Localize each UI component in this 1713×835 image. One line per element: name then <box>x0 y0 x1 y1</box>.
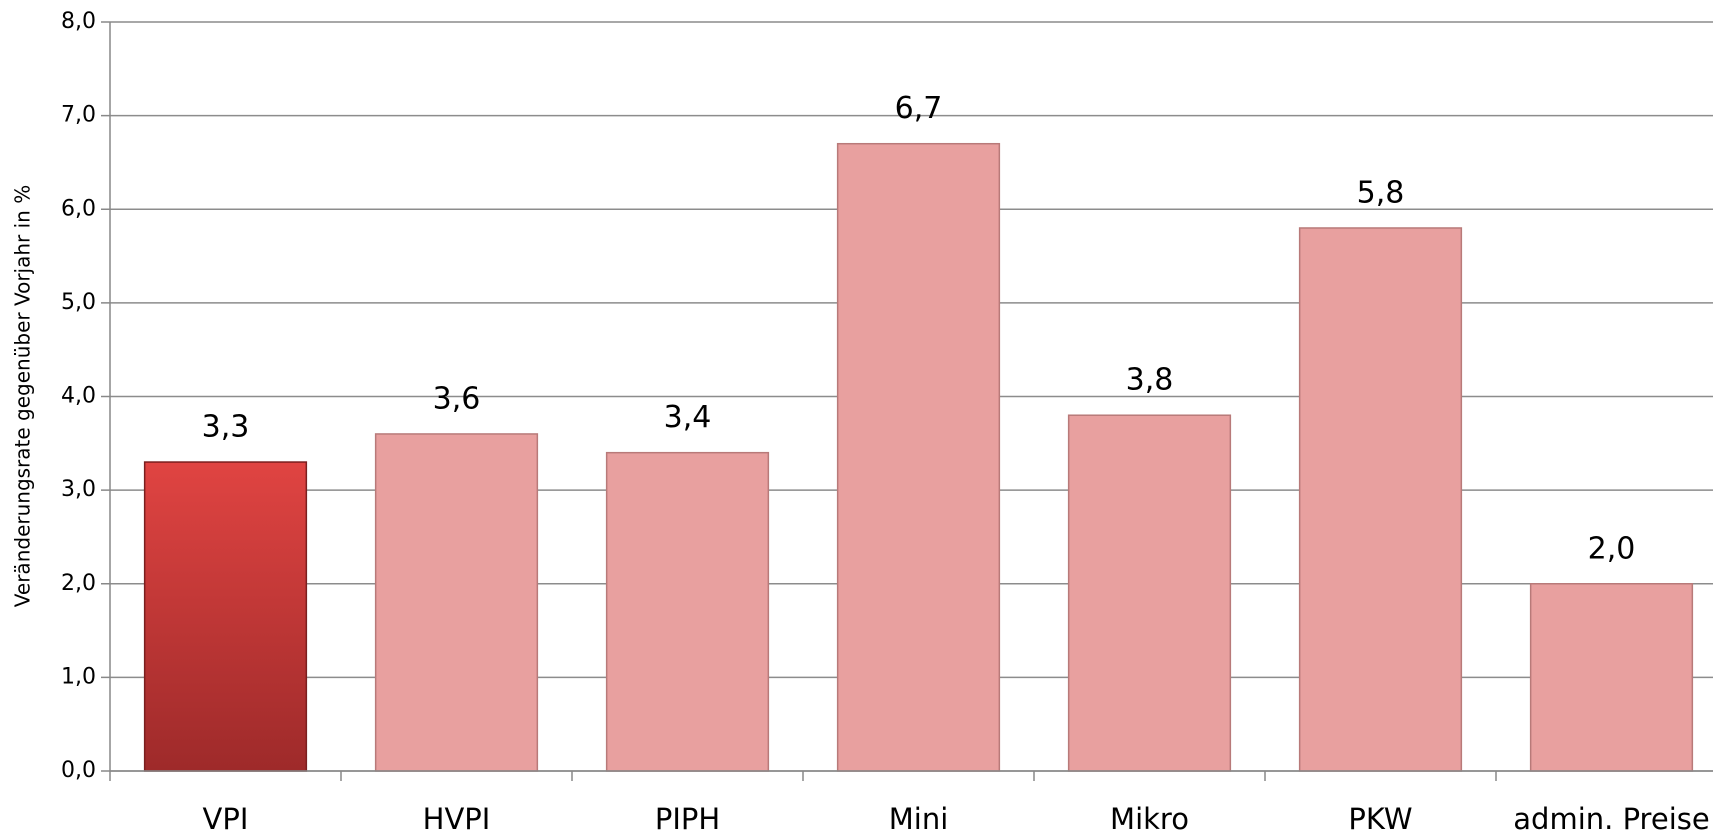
value-label: 6,7 <box>895 91 943 126</box>
value-label: 3,6 <box>433 381 481 416</box>
x-tick-label: admin. Preise <box>1513 802 1709 835</box>
y-tick-label: 1,0 <box>61 664 96 689</box>
bar <box>1529 583 1694 772</box>
y-tick-label: 7,0 <box>61 103 96 128</box>
y-tick-label: 0,0 <box>61 758 96 783</box>
y-tick-label: 3,0 <box>61 477 96 502</box>
x-tick-label: Mikro <box>1110 802 1189 835</box>
y-axis-label: Veränderungsrate gegenüber Vorjahr in % <box>11 185 35 607</box>
bar <box>1067 414 1232 772</box>
bar <box>374 433 539 772</box>
value-label: 3,4 <box>664 400 712 435</box>
y-tick-label: 2,0 <box>61 571 96 596</box>
value-label: 3,3 <box>202 410 250 445</box>
bar <box>836 142 1001 772</box>
x-tick-label: VPI <box>203 802 249 835</box>
bar <box>1298 227 1463 772</box>
value-label: 5,8 <box>1357 175 1405 210</box>
x-tick-label: PIPH <box>655 802 720 835</box>
value-label: 3,8 <box>1126 363 1174 398</box>
y-tick-label: 5,0 <box>61 290 96 315</box>
y-tick-label: 6,0 <box>61 196 96 221</box>
y-tick-label: 8,0 <box>61 9 96 34</box>
x-tick-label: HVPI <box>423 802 491 835</box>
y-tick-label: 4,0 <box>61 384 96 409</box>
x-tick-label: Mini <box>889 802 949 835</box>
x-tick-label: PKW <box>1348 802 1412 835</box>
value-label: 2,0 <box>1588 531 1636 566</box>
bar <box>605 451 770 772</box>
bar <box>143 461 308 772</box>
